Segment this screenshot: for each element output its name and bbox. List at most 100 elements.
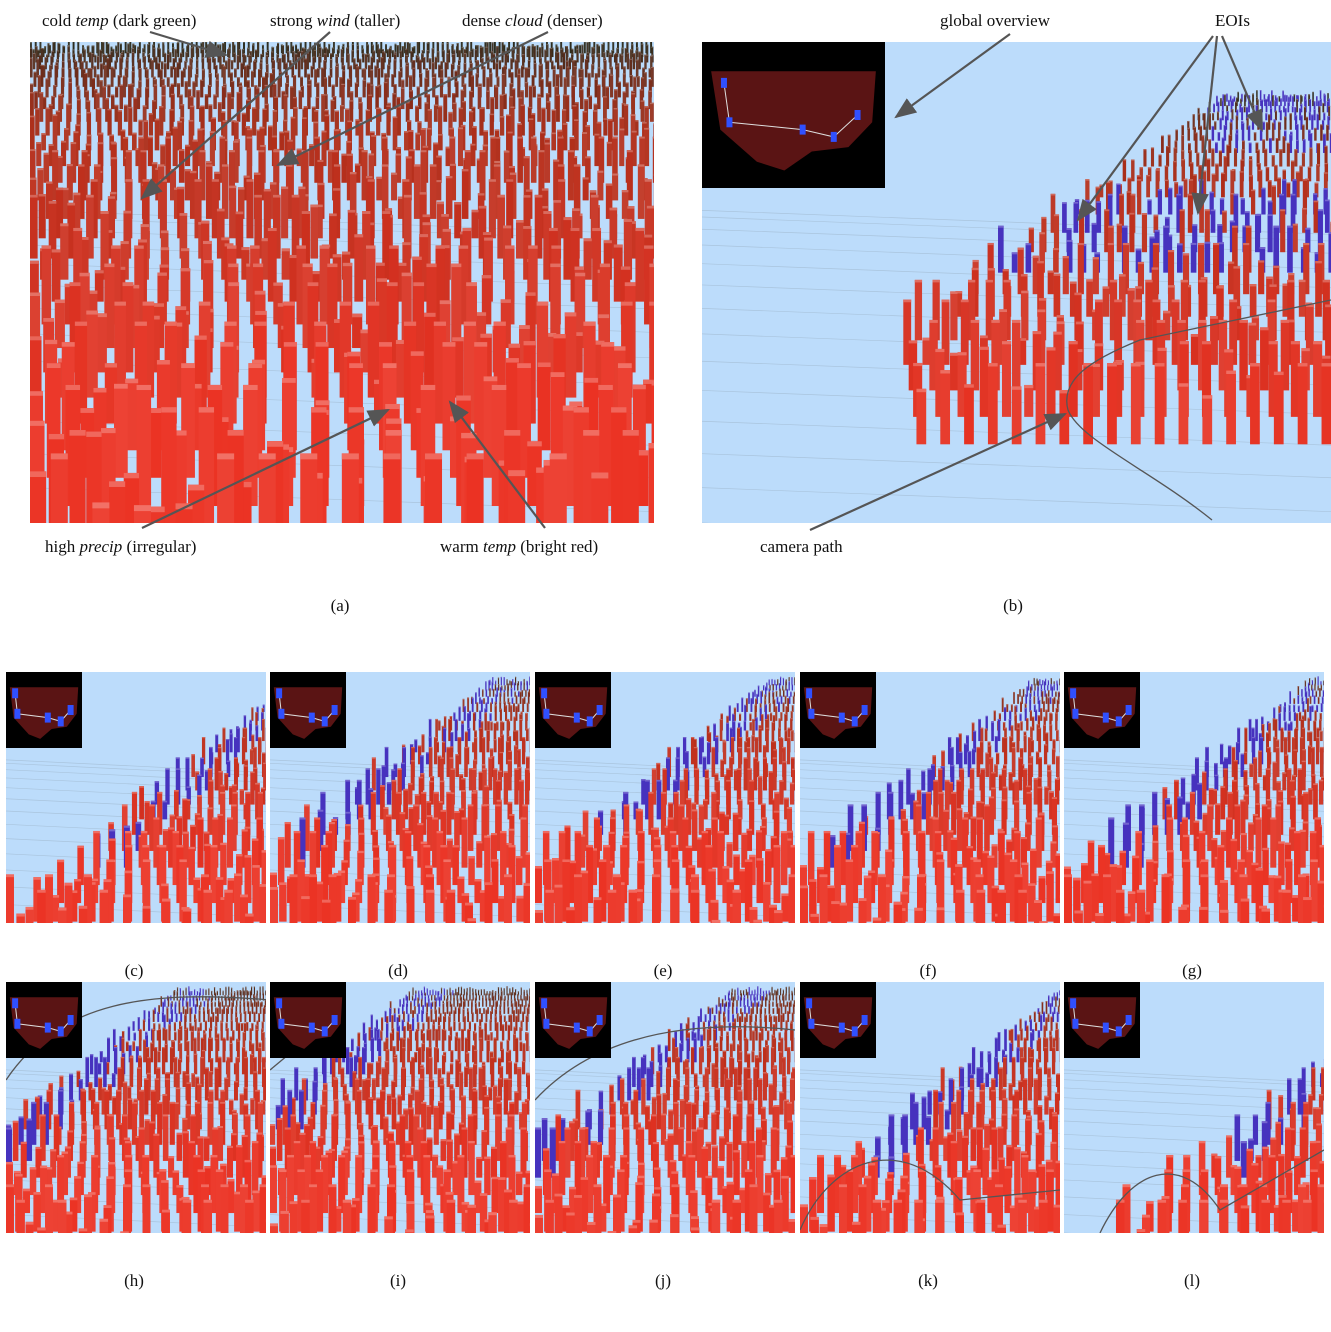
bar-side [299,90,302,109]
bar-top [386,78,389,79]
bar-side [206,164,213,219]
bar-top [370,84,373,85]
bar-top [1322,120,1324,121]
bar-side [533,682,534,691]
bar-side [266,728,269,753]
bar-top [608,40,610,41]
bar-side [1296,99,1298,112]
bar-top [263,705,265,706]
bar-side [479,108,483,136]
bar-top [137,385,152,390]
bar-top [352,44,354,45]
bar-top [437,41,439,42]
bar-top [389,48,391,49]
bar-top [30,178,37,180]
bar-top [341,84,344,85]
bar-side [185,81,188,97]
bar-top [604,240,612,243]
bar-top [396,154,402,156]
bar-side [304,58,307,77]
bar-top [1314,101,1316,102]
bar-side [1202,395,1212,444]
bar-top [1192,224,1197,226]
bar-top [557,130,562,132]
bar-top [493,54,495,55]
bar-top [478,86,481,87]
bar-top [508,470,525,476]
bar-top [518,68,521,69]
bar-top [427,43,429,44]
bar-side [164,53,166,63]
bar-top [135,322,147,326]
bar-top [128,84,131,85]
bar-top [386,418,401,423]
bar-top [1293,224,1298,226]
bar-side [143,105,147,121]
bar-top [558,164,565,166]
bar-top [1291,194,1296,196]
bar-top [160,144,165,146]
bar-top [1078,243,1084,245]
bar-top [237,728,240,729]
bar-top [443,94,447,95]
bar-top [267,50,269,51]
bar-top [52,150,58,152]
bar-side [635,228,644,302]
bar-top [569,58,571,59]
bar-side [533,86,536,98]
bar-top [490,114,494,115]
bar-top [1322,363,1331,366]
bar-top [506,358,519,363]
bar-top [45,57,47,58]
bar-top [277,43,279,44]
bar-top [332,85,335,86]
bar-side [222,86,225,109]
bar-top [57,43,59,44]
bar-side [373,50,375,62]
bar-side [669,395,684,506]
bar-top [382,211,390,214]
bar-top [270,182,277,184]
bar-side [1303,139,1306,153]
bar-side [657,84,660,109]
bar-top [115,87,118,88]
bar-side [650,103,654,122]
bar-top [622,39,624,40]
bar-top [109,54,111,55]
bar-top [510,107,514,108]
bar-top [523,46,525,47]
bar-top [1156,169,1160,170]
bar-top [224,40,226,41]
bar-top [1180,209,1185,211]
bar-top [1033,256,1039,258]
bar-top [616,48,618,49]
bar-top [227,92,231,93]
bar-top [224,773,228,774]
bar-top [208,385,223,390]
bar-side [1191,334,1199,365]
bar-top [423,42,425,43]
bar-top [35,108,39,109]
bar-top [496,46,498,47]
bar-top [185,169,191,171]
bar-top [30,195,38,198]
bar-top [217,209,225,212]
bar-top [495,705,497,706]
bar-top [517,74,520,75]
bar-top [1241,94,1243,95]
bar-top [386,105,390,106]
bar-top [206,161,212,163]
bar-side [612,173,618,200]
bar-top [271,51,273,52]
bar-top [68,82,71,83]
bar-top [1256,143,1259,144]
bar-top [273,195,281,198]
bar-top [139,68,142,69]
bar-side [322,48,324,57]
bar-side [231,81,234,97]
bar-top [415,133,420,135]
bar-top [1272,155,1275,156]
bar-top [437,51,439,52]
bar-side [508,69,511,78]
bar-side [181,70,184,86]
